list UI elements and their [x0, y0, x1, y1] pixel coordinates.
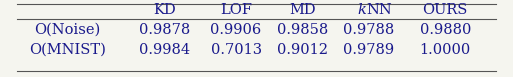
Text: 0.7013: 0.7013 — [210, 43, 262, 57]
Text: MD: MD — [289, 3, 315, 17]
Text: 0.9789: 0.9789 — [343, 43, 394, 57]
Text: KD: KD — [153, 3, 176, 17]
Text: 0.9984: 0.9984 — [139, 43, 190, 57]
Text: 0.9906: 0.9906 — [210, 23, 262, 37]
Text: 0.9878: 0.9878 — [139, 23, 190, 37]
Text: NN: NN — [366, 3, 392, 17]
Text: k: k — [358, 3, 366, 17]
Text: 0.9788: 0.9788 — [343, 23, 394, 37]
Text: 0.9880: 0.9880 — [420, 23, 471, 37]
Text: 0.9012: 0.9012 — [277, 43, 328, 57]
Text: O(Noise): O(Noise) — [34, 23, 101, 37]
Text: LOF: LOF — [220, 3, 252, 17]
Text: 0.9858: 0.9858 — [277, 23, 328, 37]
Text: O(MNIST): O(MNIST) — [29, 43, 106, 57]
Text: 1.0000: 1.0000 — [420, 43, 471, 57]
Text: OURS: OURS — [423, 3, 468, 17]
